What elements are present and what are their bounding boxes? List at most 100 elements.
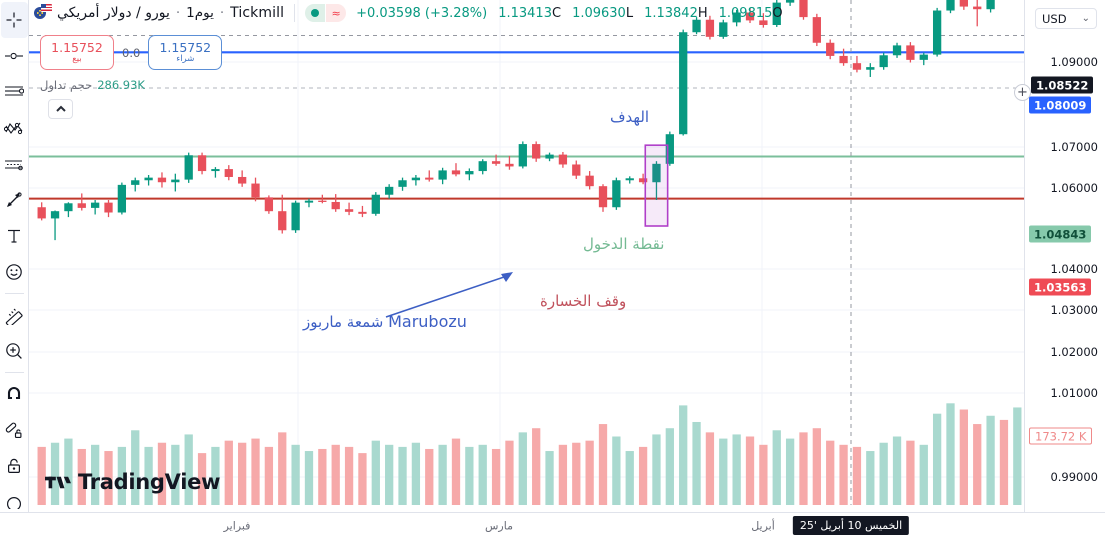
drawing-mode-lock-icon[interactable] — [1, 412, 28, 448]
volume-bar — [90, 444, 100, 505]
volume-bar — [104, 451, 113, 505]
candle-body — [50, 211, 60, 219]
volume-bar — [264, 446, 274, 505]
candle-body — [518, 144, 527, 167]
volume-bar — [171, 444, 180, 505]
emoji-sticker-icon[interactable] — [1, 254, 28, 290]
volume-bar — [932, 413, 942, 505]
magnet-icon[interactable] — [1, 376, 28, 412]
spread-value: 0.0 — [122, 45, 141, 60]
volume-bar — [385, 444, 394, 505]
cursor-crosshair-icon[interactable] — [0, 2, 28, 38]
order-panel: 1.15752 بيع 0.0 1.15752 شراء — [40, 35, 223, 70]
buy-button[interactable]: 1.15752 شراء — [148, 35, 223, 70]
lock-drawings-icon[interactable] — [1, 448, 28, 484]
candle-body — [438, 170, 447, 180]
annotation-entry-point[interactable]: نقطة الدخول — [583, 235, 665, 253]
candle-body — [264, 197, 274, 212]
candle-body — [291, 202, 300, 231]
broker-label[interactable]: Tickmill — [230, 5, 285, 21]
toolbar-divider — [4, 293, 24, 294]
candle-body — [131, 180, 140, 185]
candle-body — [371, 194, 380, 214]
arrow-marker-icon[interactable] — [1, 182, 28, 218]
candle-body — [679, 32, 688, 135]
tradingview-watermark: TradingView — [45, 470, 220, 494]
volume-bar — [625, 451, 634, 505]
pattern-xabcd-icon[interactable] — [1, 110, 28, 146]
forecast-projection-icon[interactable] — [1, 146, 28, 182]
annotation-target[interactable]: الهدف — [610, 108, 650, 126]
chart-canvas[interactable] — [29, 0, 1024, 512]
volume-bar — [759, 444, 768, 505]
volume-indicator-value: 286.93K — [97, 78, 145, 92]
volume-indicator-legend[interactable]: حجم تداول 286.93K — [40, 78, 145, 92]
candle-body — [251, 183, 260, 198]
candle-body — [184, 155, 193, 180]
volume-bar — [866, 451, 875, 505]
price-tick-label: 1.01000 — [1050, 386, 1098, 400]
currency-value: USD — [1042, 11, 1067, 26]
ohlc-open: 1.09815O — [718, 5, 783, 21]
volume-bar — [839, 444, 848, 505]
volume-bar — [371, 440, 380, 505]
candle-body — [612, 180, 621, 208]
volume-value-tag[interactable]: 173.72 K — [1029, 427, 1093, 445]
candle-body — [585, 175, 594, 187]
volume-bar — [278, 432, 287, 505]
zoom-in-icon[interactable] — [1, 333, 28, 369]
volume-bar — [679, 405, 688, 505]
target-price-tag[interactable]: 1.08009 — [1029, 96, 1092, 114]
time-axis[interactable]: فبراير مارس أبريل الخميس 10 أبريل '25 — [0, 512, 1105, 540]
trend-line-icon[interactable] — [1, 38, 28, 74]
stop-price-tag[interactable]: 1.03563 — [1029, 278, 1092, 296]
price-pane[interactable] — [29, 0, 1024, 512]
volume-bar — [852, 446, 862, 505]
volume-bar — [919, 444, 928, 505]
price-tick-label: 1.07000 — [1050, 140, 1098, 154]
chevron-down-icon: ⌄ — [1081, 13, 1090, 24]
last-price-tag[interactable]: 1.08522 — [1031, 76, 1094, 94]
volume-bar — [1013, 407, 1022, 505]
collapse-pane-button[interactable] — [48, 99, 73, 119]
legend-divider — [294, 4, 296, 22]
remove-drawings-icon[interactable] — [1, 484, 28, 520]
volume-bar — [585, 440, 594, 505]
market-status-pills[interactable]: ≈ — [305, 4, 347, 22]
candle-body — [398, 180, 407, 187]
candle-body — [278, 211, 287, 231]
volume-bar — [344, 446, 354, 505]
time-tick-label: فبراير — [223, 519, 251, 533]
text-tool-icon[interactable] — [1, 218, 28, 254]
candle-body — [64, 203, 73, 212]
measure-ruler-icon[interactable] — [1, 297, 28, 333]
volume-bar — [906, 440, 915, 505]
volume-bar — [558, 444, 568, 505]
volume-bar — [211, 446, 220, 505]
volume-bar — [478, 444, 487, 505]
price-tick-label: 1.02000 — [1050, 345, 1098, 359]
add-order-plus-icon[interactable]: + — [1014, 84, 1031, 101]
candle-body — [839, 55, 848, 64]
price-axis[interactable]: + 1.09000 1.07000 1.06000 1.04000 1.03000 1.0… — [1014, 0, 1105, 512]
candle-body — [625, 178, 634, 181]
candle-body — [385, 186, 394, 195]
volume-bar — [50, 442, 60, 505]
candle-body — [879, 55, 888, 68]
marubozu-arrow — [385, 274, 511, 318]
symbol-name[interactable]: يورو / دولار أمريكي — [57, 5, 170, 21]
horizontal-rays-icon[interactable] — [1, 74, 28, 110]
annotation-marubozu[interactable]: Marubozu شمعة ماربوز — [303, 312, 467, 331]
marubozu-highlight-box[interactable] — [644, 144, 669, 227]
currency-selector[interactable]: USD ⌄ — [1035, 8, 1097, 29]
buy-price: 1.15752 — [159, 39, 212, 55]
interval-label[interactable]: 1يوم — [186, 5, 214, 21]
annotation-stop-loss[interactable]: وقف الخسارة — [540, 292, 627, 310]
sell-button[interactable]: 1.15752 بيع — [40, 35, 114, 70]
candle-body — [331, 201, 340, 210]
entry-price-tag[interactable]: 1.04843 — [1029, 225, 1092, 243]
volume-bar — [772, 430, 781, 505]
candle-body — [144, 177, 153, 181]
volume-bar — [224, 440, 233, 505]
